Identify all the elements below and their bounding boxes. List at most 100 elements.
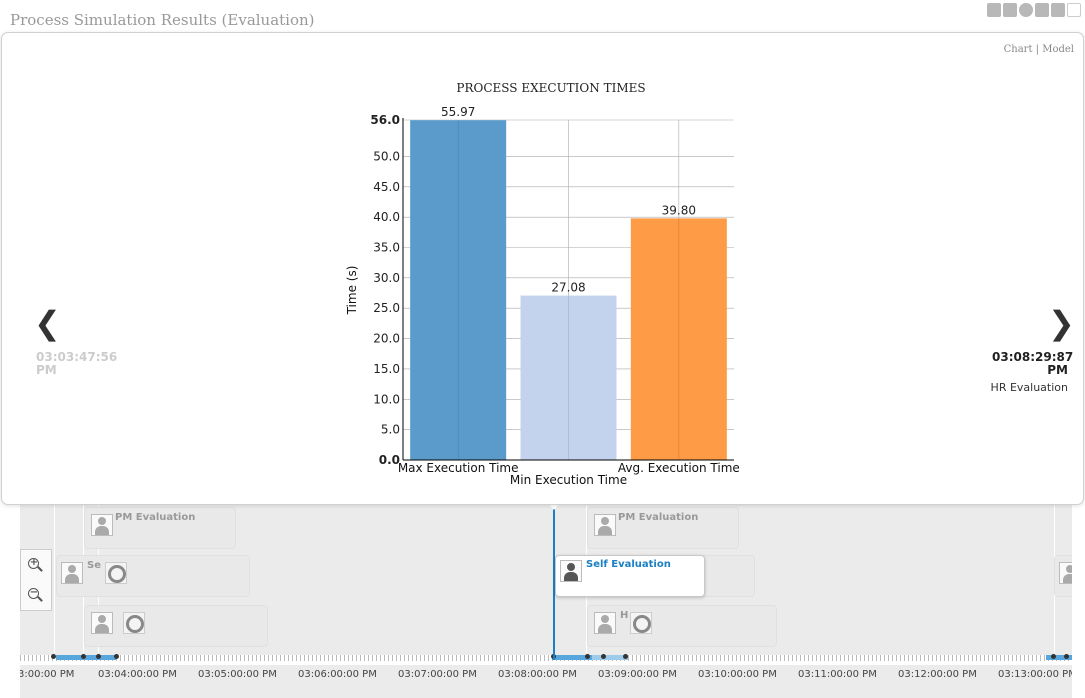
- user-icon: [61, 562, 83, 584]
- timeline-marker: [96, 654, 101, 659]
- timeline-event-hr-evaluation[interactable]: [84, 605, 268, 647]
- event-label: PM Evaluation: [115, 512, 196, 523]
- view-toolbar: [987, 3, 1081, 17]
- next-time-period: PM: [1047, 363, 1068, 377]
- timeline-time-label: 03:05:00:00 PM: [198, 669, 277, 680]
- chart-title: PROCESS EXECUTION TIMES: [456, 81, 646, 95]
- x-tick-label: Max Execution Time: [398, 461, 519, 475]
- timeline-marker: [1051, 654, 1056, 659]
- user-icon: [594, 514, 616, 536]
- data-label: 39.80: [662, 203, 696, 217]
- timeline-event-self-evaluation-active[interactable]: Self Evaluation: [555, 555, 705, 597]
- x-tick-label: Avg. Execution Time: [618, 461, 740, 475]
- timeline-time-label: 03:10:00:00 PM: [698, 669, 777, 680]
- timeline-time-label: 03:11:00:00 PM: [798, 669, 877, 680]
- y-tick-label: 56.0: [370, 113, 400, 127]
- y-tick-label: 35.0: [373, 241, 400, 255]
- data-label: 27.08: [551, 281, 585, 295]
- timeline-current-time-line[interactable]: [553, 503, 555, 660]
- timeline-event-hr-evaluation[interactable]: H: [587, 605, 777, 647]
- timeline-time-label: 03:06:00:00 PM: [298, 669, 377, 680]
- y-tick-label: 25.0: [373, 301, 400, 315]
- pie-chart-icon[interactable]: [1019, 3, 1033, 17]
- timeline-activity-range: [552, 655, 592, 660]
- timeline-marker: [601, 654, 606, 659]
- next-time: 03:08:29:87: [992, 350, 1074, 364]
- user-icon: [91, 612, 113, 634]
- event-label: Se: [87, 560, 101, 571]
- y-tick-label: 5.0: [381, 423, 400, 437]
- previous-time-period: PM: [36, 363, 57, 377]
- results-panel: Chart | Model PROCESS EXECUTION TIMES 55…: [1, 32, 1084, 505]
- event-circle-icon: [630, 612, 652, 634]
- zoom-out-button[interactable]: −: [26, 586, 46, 606]
- next-timestamp: 03:08:29:87 PM: [992, 350, 1074, 377]
- timeline-marker: [585, 654, 590, 659]
- timeline-separator: [54, 503, 55, 653]
- timeline-marker: [81, 654, 86, 659]
- zoom-out-icon: −: [29, 587, 39, 598]
- y-tick-label: 45.0: [373, 180, 400, 194]
- y-tick-label: 0.0: [379, 453, 400, 467]
- previous-time: 03:03:47:56: [36, 350, 118, 364]
- timeline-time-label: 3:00:00 PM: [20, 669, 75, 680]
- view-separator: |: [1035, 44, 1040, 55]
- timeline-event-pm-evaluation[interactable]: PM Evaluation: [84, 507, 236, 549]
- y-tick-label: 30.0: [373, 271, 400, 285]
- timeline-time-label: 03:09:00:00 PM: [598, 669, 677, 680]
- bar-2: [520, 295, 617, 460]
- grid-icon[interactable]: [1003, 3, 1017, 17]
- timeline-marker: [51, 654, 56, 659]
- user-icon: [91, 514, 113, 536]
- timeline-time-label: 03:08:00:00 PM: [498, 669, 577, 680]
- timeline[interactable]: PM Evaluation Se PM Evaluation H Self Ev…: [20, 503, 1072, 698]
- event-label: H: [620, 610, 629, 621]
- export-icon[interactable]: [1051, 3, 1065, 17]
- next-arrow-icon[interactable]: ❯: [1048, 304, 1075, 342]
- timeline-time-label: 03:12:00:00 PM: [898, 669, 977, 680]
- previous-arrow-icon[interactable]: ❮: [34, 304, 61, 342]
- page-title: Process Simulation Results (Evaluation): [10, 11, 315, 29]
- x-tick-label: Min Execution Time: [510, 473, 627, 487]
- timeline-marker: [114, 654, 119, 659]
- line-chart-icon[interactable]: [1067, 3, 1081, 17]
- timeline-ticks: [20, 655, 1072, 661]
- timeline-current-time-pointer: [548, 503, 560, 510]
- event-label: Self Evaluation: [586, 559, 671, 570]
- event-circle-icon: [105, 562, 127, 584]
- user-icon: [560, 560, 582, 582]
- execution-times-chart: 55.97 27.08 39.80 0.0 5.0 10.0 15.0 20.0 25.0 30.…: [345, 105, 740, 487]
- table-icon[interactable]: [1035, 3, 1049, 17]
- model-link[interactable]: Model: [1042, 44, 1074, 55]
- zoom-in-icon: +: [29, 557, 39, 568]
- timeline-marker: [623, 654, 628, 659]
- timeline-event-pm-evaluation[interactable]: PM Evaluation: [587, 507, 739, 549]
- y-tick-label: 40.0: [373, 210, 400, 224]
- event-circle-icon: [123, 612, 145, 634]
- user-icon: [594, 612, 616, 634]
- timeline-event-self-evaluation[interactable]: Se: [56, 555, 250, 597]
- bar-chart-icon[interactable]: [987, 3, 1001, 17]
- timeline-time-label: 03:13:00:00 PM: [998, 669, 1072, 680]
- view-switch: Chart | Model: [1004, 44, 1074, 55]
- timeline-activity-range: [56, 655, 116, 660]
- next-activity-label: HR Evaluation: [990, 381, 1068, 394]
- chart-link[interactable]: Chart: [1003, 44, 1033, 55]
- data-label: 55.97: [441, 105, 475, 119]
- y-axis-label: Time (s): [345, 266, 359, 316]
- timeline-time-label: 03:04:00:00 PM: [98, 669, 177, 680]
- timeline-event-self-evaluation[interactable]: [1054, 555, 1072, 597]
- bar-1: [410, 120, 507, 461]
- y-tick-label: 50.0: [373, 149, 400, 163]
- timeline-activity-range: [592, 655, 628, 660]
- timeline-time-label: 03:07:00:00 PM: [398, 669, 477, 680]
- y-tick-label: 15.0: [373, 362, 400, 376]
- zoom-controls: + −: [20, 549, 52, 611]
- y-tick-label: 20.0: [373, 332, 400, 346]
- bar-3: [630, 218, 727, 460]
- event-label: PM Evaluation: [618, 512, 699, 523]
- previous-timestamp: 03:03:47:56 PM: [36, 351, 117, 377]
- timeline-activity-range: [1046, 655, 1072, 660]
- zoom-in-button[interactable]: +: [26, 556, 46, 576]
- user-icon: [1059, 562, 1072, 584]
